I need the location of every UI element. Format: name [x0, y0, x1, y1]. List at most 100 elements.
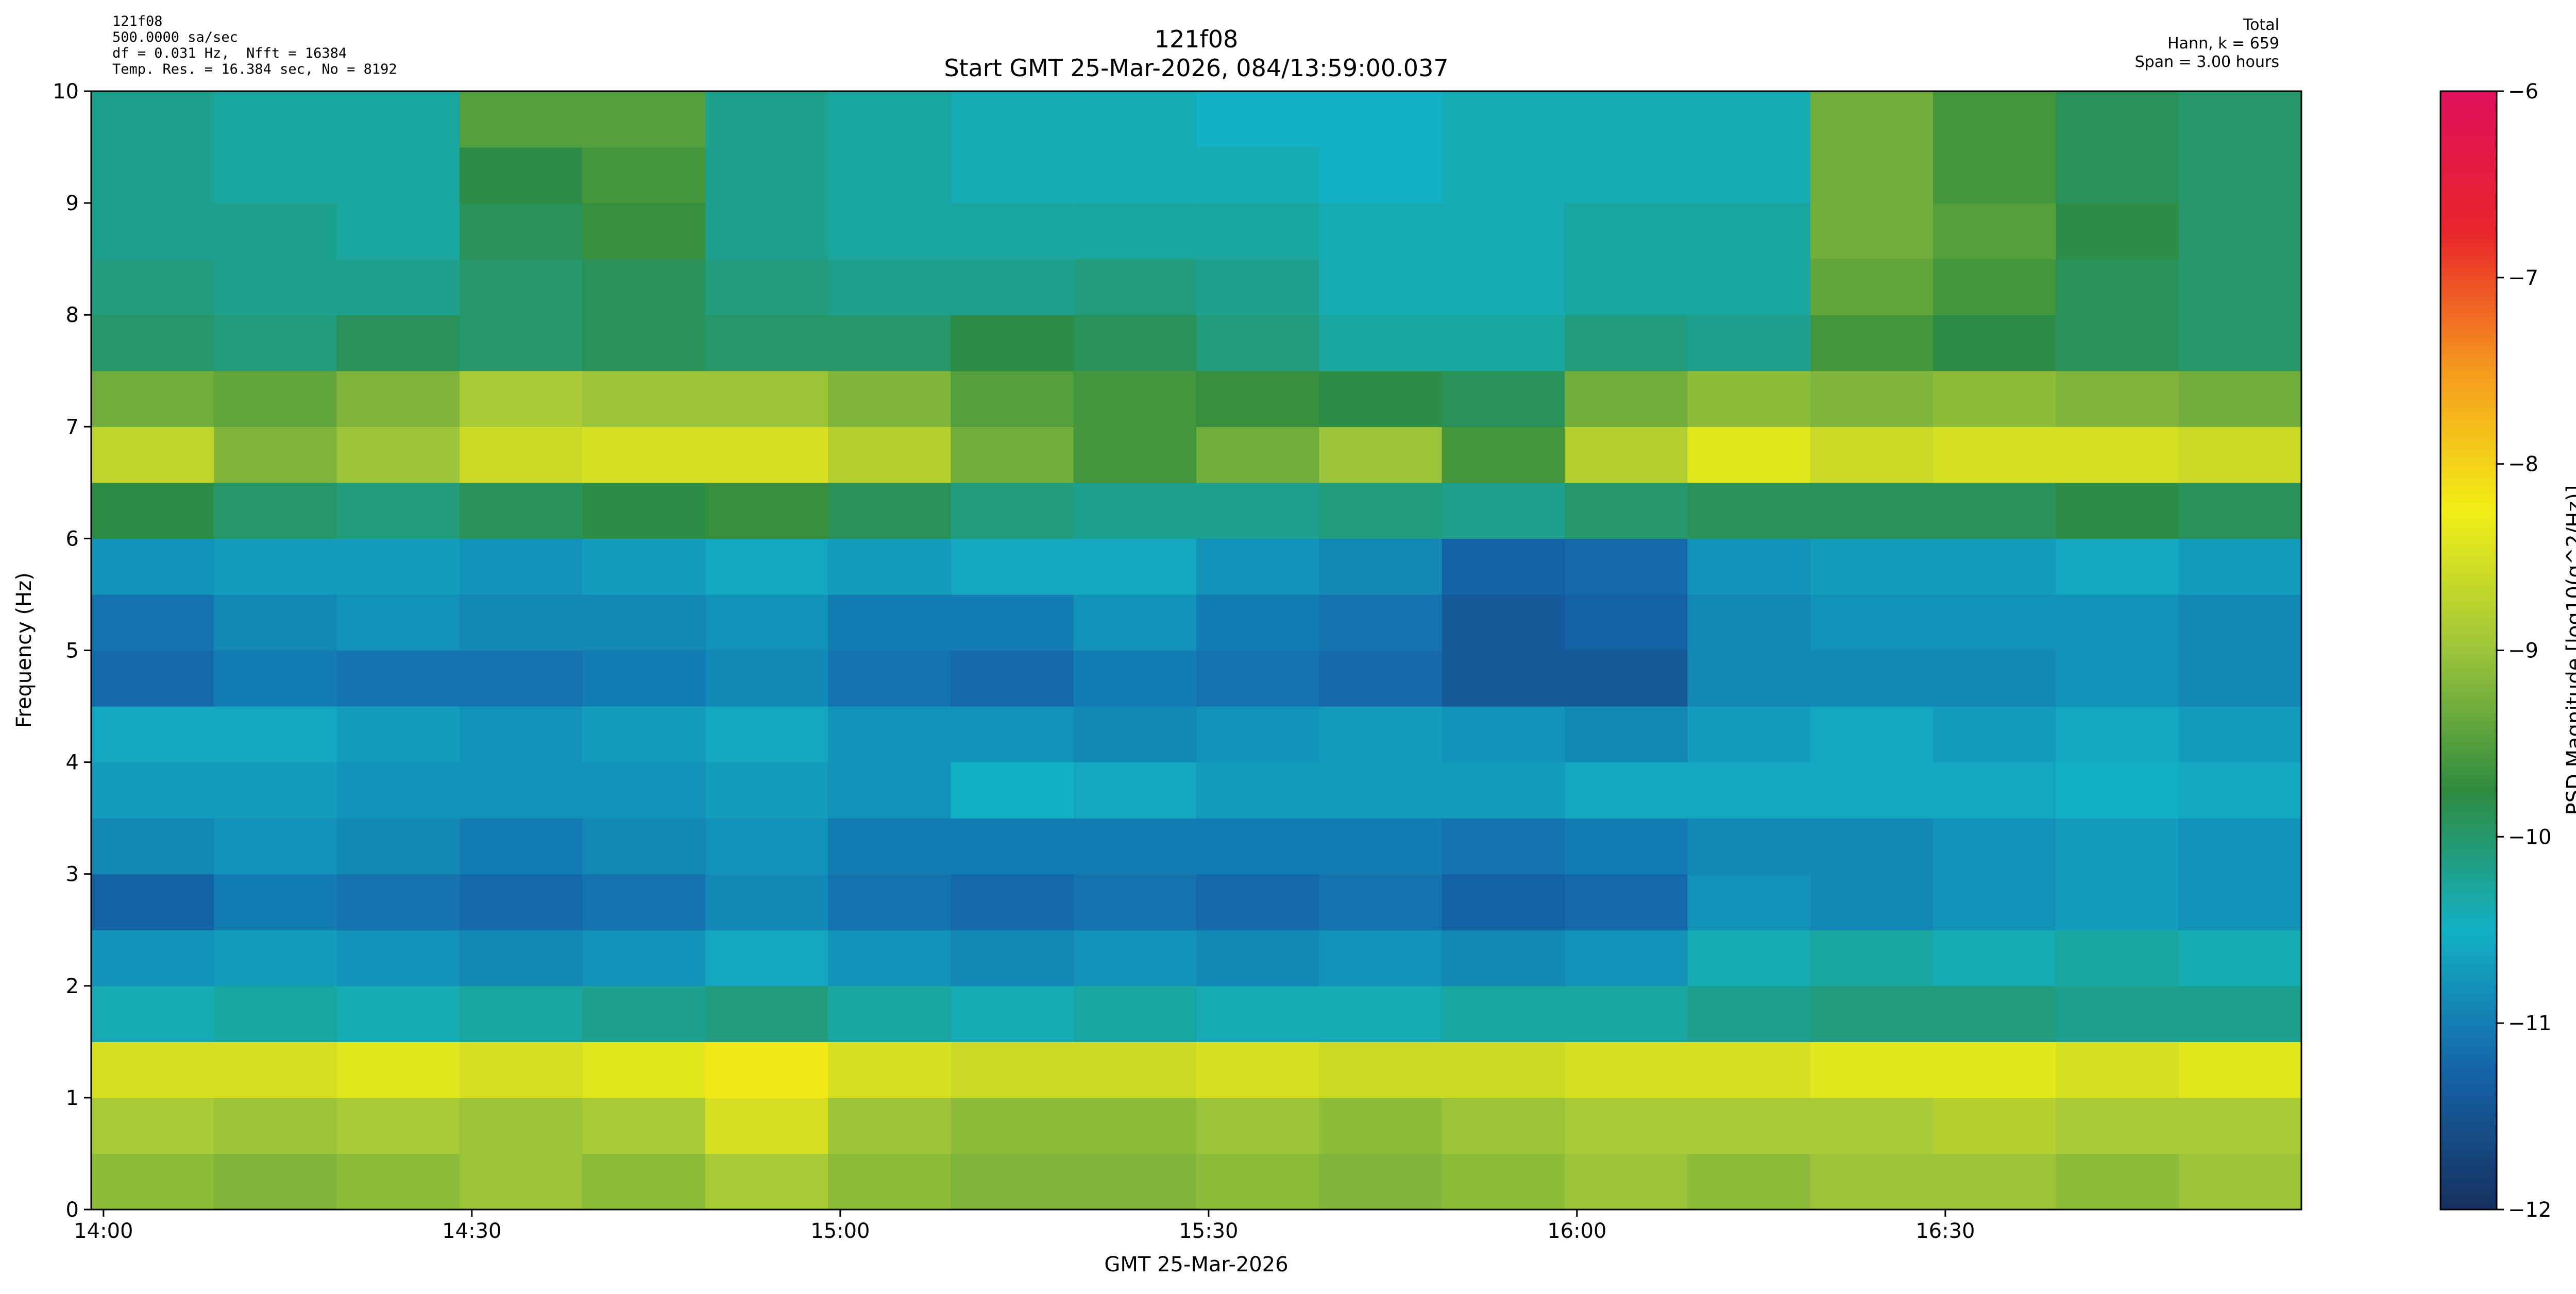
heatmap-cell	[460, 538, 583, 595]
heatmap-cell	[1073, 370, 1197, 427]
heatmap-cell	[828, 985, 951, 1042]
heatmap-cell	[705, 985, 828, 1042]
y-tick-label: 2	[66, 975, 79, 998]
y-tick-label: 7	[66, 415, 79, 439]
heatmap-cell	[1933, 874, 2056, 930]
heatmap-cell	[214, 706, 337, 763]
heatmap-cell	[1196, 930, 1319, 986]
heatmap-cell	[1565, 1153, 1688, 1210]
heatmap-cell	[2178, 874, 2302, 930]
heatmap-cell	[2056, 818, 2179, 875]
y-tick-label: 10	[53, 80, 79, 104]
heatmap-cell	[2056, 315, 2179, 371]
heatmap-cell	[828, 538, 951, 595]
y-tick-label: 0	[66, 1198, 79, 1222]
heatmap-cell	[1810, 1097, 1934, 1154]
heatmap-cell	[582, 1097, 706, 1154]
colorbar-tick-label: −7	[2508, 266, 2538, 290]
heatmap-cell	[705, 147, 828, 203]
heatmap-cell	[336, 1042, 460, 1098]
heatmap-cell	[2056, 1042, 2179, 1098]
heatmap-cell	[1933, 482, 2056, 539]
heatmap	[91, 91, 2302, 1210]
heatmap-cell	[1442, 427, 1565, 483]
heatmap-cell	[214, 370, 337, 427]
heatmap-cell	[1565, 259, 1688, 315]
heatmap-cell	[460, 315, 583, 371]
heatmap-cell	[460, 370, 583, 427]
heatmap-cell	[2056, 147, 2179, 203]
heatmap-cell	[951, 594, 1074, 651]
heatmap-cell	[460, 985, 583, 1042]
heatmap-cell	[1319, 706, 1443, 763]
heatmap-cell	[2178, 203, 2302, 260]
heatmap-cell	[2056, 985, 2179, 1042]
heatmap-cell	[1073, 650, 1197, 707]
heatmap-cell	[1933, 1153, 2056, 1210]
y-tick-label: 4	[66, 751, 79, 775]
heatmap-cell	[1687, 762, 1811, 819]
heatmap-cell	[1196, 1153, 1319, 1210]
heatmap-cell	[951, 370, 1074, 427]
heatmap-cell	[582, 259, 706, 315]
heatmap-cell	[1073, 1042, 1197, 1098]
heatmap-cell	[1565, 482, 1688, 539]
heatmap-cell	[214, 818, 337, 875]
heatmap-cell	[828, 594, 951, 651]
heatmap-cell	[951, 706, 1074, 763]
heatmap-cell	[951, 538, 1074, 595]
heatmap-cell	[1319, 762, 1443, 819]
heatmap-cell	[1319, 985, 1443, 1042]
heatmap-cell	[951, 315, 1074, 371]
heatmap-cell	[1933, 538, 2056, 595]
heatmap-cell	[1687, 259, 1811, 315]
heatmap-cell	[1442, 482, 1565, 539]
heatmap-cell	[214, 1042, 337, 1098]
heatmap-cell	[91, 930, 214, 986]
heatmap-cell	[2056, 482, 2179, 539]
heatmap-cell	[1933, 259, 2056, 315]
heatmap-cell	[1319, 315, 1443, 371]
heatmap-cell	[1442, 147, 1565, 203]
info-text: Span = 3.00 hours	[2135, 53, 2279, 71]
heatmap-cell	[91, 538, 214, 595]
heatmap-cell	[1319, 147, 1443, 203]
heatmap-cell	[1442, 1153, 1565, 1210]
heatmap-cell	[214, 203, 337, 260]
heatmap-cell	[1687, 985, 1811, 1042]
heatmap-cell	[1810, 315, 1934, 371]
heatmap-cell	[582, 315, 706, 371]
heatmap-cell	[2056, 650, 2179, 707]
heatmap-cell	[214, 650, 337, 707]
heatmap-cell	[336, 147, 460, 203]
heatmap-cell	[91, 1042, 214, 1098]
heatmap-cell	[214, 930, 337, 986]
heatmap-cell	[705, 1042, 828, 1098]
heatmap-cell	[1442, 259, 1565, 315]
heatmap-cell	[2178, 818, 2302, 875]
heatmap-cell	[2178, 147, 2302, 203]
heatmap-cell	[336, 259, 460, 315]
heatmap-cell	[705, 1153, 828, 1210]
heatmap-cell	[1933, 650, 2056, 707]
heatmap-cell	[91, 91, 214, 148]
heatmap-cell	[1933, 930, 2056, 986]
heatmap-cell	[1687, 706, 1811, 763]
heatmap-cell	[1933, 1042, 2056, 1098]
heatmap-cell	[1565, 1097, 1688, 1154]
y-tick-label: 3	[66, 863, 79, 887]
heatmap-cell	[1073, 203, 1197, 260]
heatmap-cell	[1073, 985, 1197, 1042]
heatmap-cell	[582, 706, 706, 763]
heatmap-cell	[705, 594, 828, 651]
heatmap-cell	[2056, 1097, 2179, 1154]
heatmap-cell	[2178, 594, 2302, 651]
heatmap-cell	[828, 874, 951, 930]
heatmap-cell	[582, 818, 706, 875]
heatmap-cell	[1687, 147, 1811, 203]
heatmap-cell	[2178, 315, 2302, 371]
heatmap-cell	[1073, 1153, 1197, 1210]
heatmap-cell	[705, 482, 828, 539]
heatmap-cell	[1319, 874, 1443, 930]
heatmap-cell	[460, 874, 583, 930]
